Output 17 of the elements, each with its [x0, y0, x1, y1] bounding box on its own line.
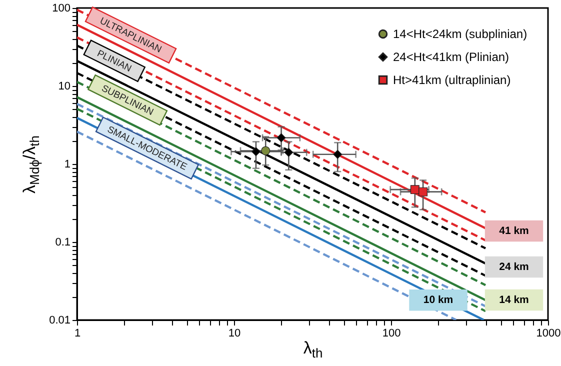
annotation: 41 km [499, 225, 529, 237]
y-tick-label: 1 [64, 158, 70, 170]
x-tick-label: 1000 [536, 328, 561, 340]
annotation: 14 km [499, 294, 529, 306]
y-tick-label: 0.01 [49, 314, 70, 326]
legend-label: 24<Ht<41km (Plinian) [393, 50, 510, 64]
y-tick-label: 0.1 [55, 236, 70, 248]
y-tick-label: 100 [52, 2, 70, 14]
annotation: 24 km [499, 261, 529, 273]
legend-label: 14<Ht<24km (subplinian) [393, 27, 528, 41]
x-axis-title: λ$_{th}$ [303, 338, 323, 360]
y-tick-label: 10 [58, 80, 70, 92]
legend-label: Ht>41km (ultraplinian) [393, 73, 511, 87]
x-tick-label: 10 [228, 328, 241, 340]
annotation: 10 km [423, 294, 454, 306]
x-tick-label: 100 [382, 328, 401, 340]
x-tick-label: 1 [74, 328, 81, 340]
